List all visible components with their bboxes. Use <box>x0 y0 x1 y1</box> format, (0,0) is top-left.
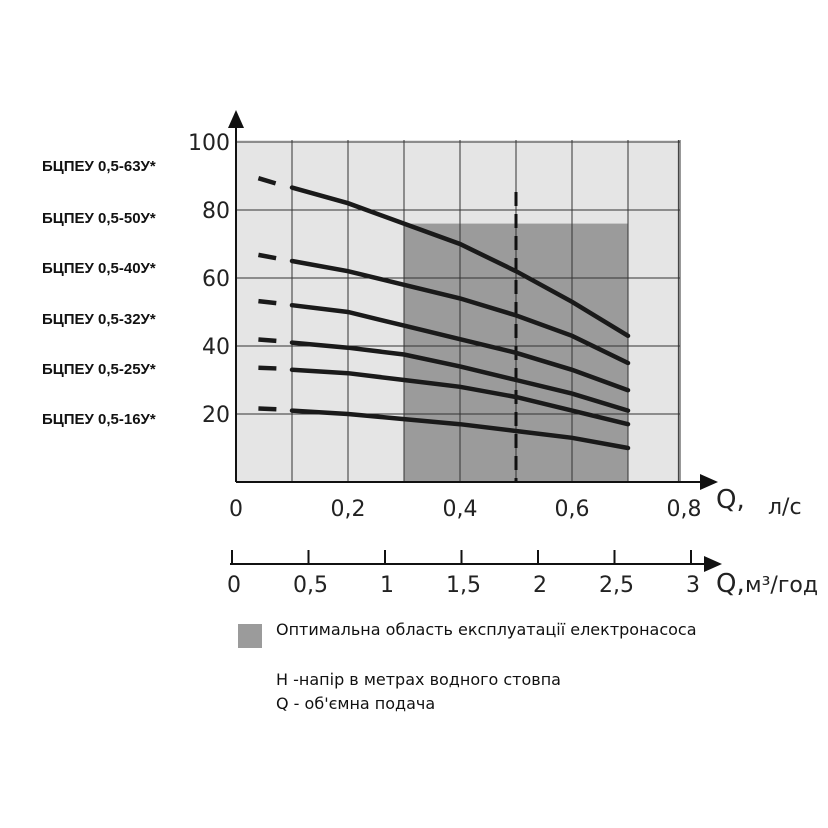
series-dashed-start <box>257 176 287 189</box>
x-axis-unit: л/с <box>768 495 802 520</box>
y-tick-label: 40 <box>202 335 230 360</box>
series-curve <box>289 367 631 427</box>
series-dashed-start <box>258 406 287 412</box>
series-label: БЦПЕУ 0,5-25У* <box>42 361 156 378</box>
head-note: H -напір в метрах водного стовпа <box>276 670 561 689</box>
secondary-x-tick-label: 0,5 <box>293 573 328 598</box>
secondary-x-axis-arrow <box>704 556 722 572</box>
series-curve <box>289 408 631 451</box>
series-label: БЦПЕУ 0,5-32У* <box>42 311 156 328</box>
series-curve <box>289 185 631 339</box>
x-axis-arrow <box>700 474 718 490</box>
optimal-region-swatch <box>238 624 262 648</box>
series-dashed-start <box>258 298 287 307</box>
series-curve <box>289 340 631 413</box>
series-dashed-start <box>258 337 287 344</box>
y-tick-label: 20 <box>202 403 230 428</box>
series-dashed-start <box>258 365 287 372</box>
secondary-x-tick-label: 1 <box>380 573 394 598</box>
x-tick-label: 0,2 <box>331 497 366 522</box>
y-axis-arrow <box>228 110 244 128</box>
x-tick-label: 0,8 <box>667 497 702 522</box>
x-tick-label: 0,6 <box>555 497 590 522</box>
secondary-x-axis-unit: м³/год <box>745 573 818 598</box>
secondary-x-tick-label: 2 <box>533 573 547 598</box>
series-curve <box>289 258 631 366</box>
y-tick-label: 100 <box>188 131 230 156</box>
series-dashed-start <box>257 252 287 263</box>
series-curve <box>289 302 631 393</box>
x-tick-label: 0,4 <box>443 497 478 522</box>
flow-note: Q - об'ємна подача <box>276 694 436 713</box>
y-tick-label: 80 <box>202 199 230 224</box>
series-label: БЦПЕУ 0,5-16У* <box>42 411 156 428</box>
series-label: БЦПЕУ 0,5-63У* <box>42 158 156 175</box>
y-tick-label: 60 <box>202 267 230 292</box>
secondary-x-axis-label: Q, <box>716 569 745 599</box>
series-label: БЦПЕУ 0,5-40У* <box>42 260 156 277</box>
secondary-x-tick-label: 3 <box>686 573 700 598</box>
secondary-x-tick-label: 1,5 <box>446 573 481 598</box>
x-tick-label: 0 <box>229 497 243 522</box>
optimal-region-legend-text: Оптимальна область експлуатації електрон… <box>276 620 697 639</box>
series-label: БЦПЕУ 0,5-50У* <box>42 210 156 227</box>
secondary-x-tick-label: 2,5 <box>599 573 634 598</box>
x-axis-label: Q, <box>716 485 745 515</box>
secondary-x-tick-label: 0 <box>227 573 241 598</box>
